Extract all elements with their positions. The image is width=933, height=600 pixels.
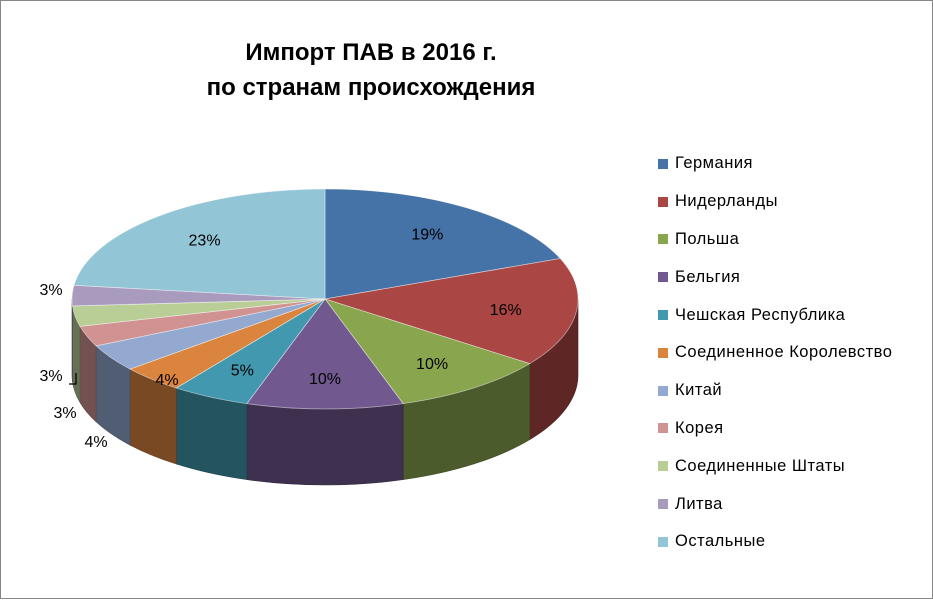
data-label-2: 10% <box>416 356 448 373</box>
data-label-0: 19% <box>411 226 443 243</box>
data-label-1: 16% <box>490 302 522 319</box>
legend-label-9: Литва <box>675 495 723 514</box>
legend-label-0: Германия <box>675 154 753 173</box>
legend-swatch-8 <box>658 461 668 471</box>
legend-swatch-5 <box>658 348 668 358</box>
data-label-5: 4% <box>155 372 178 389</box>
data-label-10: 23% <box>189 233 221 250</box>
data-label-7: 3% <box>53 405 76 422</box>
legend-label-6: Китай <box>675 381 722 400</box>
legend-label-1: Нидерланды <box>675 192 778 211</box>
legend-item-10[interactable]: Остальные <box>658 523 928 561</box>
legend-item-4[interactable]: Чешская Республика <box>658 296 928 334</box>
legend-item-6[interactable]: Китай <box>658 372 928 410</box>
legend-item-3[interactable]: Бельгия <box>658 258 928 296</box>
data-label-8: 3% <box>39 368 62 385</box>
legend-item-1[interactable]: Нидерланды <box>658 183 928 221</box>
legend-swatch-1 <box>658 197 668 207</box>
legend-swatch-3 <box>658 272 668 282</box>
legend-swatch-7 <box>658 423 668 433</box>
legend-swatch-6 <box>658 386 668 396</box>
legend-swatch-2 <box>658 234 668 244</box>
legend-label-4: Чешская Республика <box>675 306 845 325</box>
data-label-4: 5% <box>231 363 254 380</box>
legend-label-8: Соединенные Штаты <box>675 457 845 476</box>
legend-item-7[interactable]: Корея <box>658 410 928 448</box>
data-label-6: 4% <box>84 434 107 451</box>
legend-label-5: Соединенное Королевство <box>675 343 892 362</box>
legend: Германия Нидерланды Польша Бельгия Чешская Р… <box>658 145 928 561</box>
legend-swatch-4 <box>658 310 668 320</box>
legend-item-5[interactable]: Соединенное Королевство <box>658 334 928 372</box>
legend-label-7: Корея <box>675 419 724 438</box>
legend-swatch-9 <box>658 499 668 509</box>
legend-label-10: Остальные <box>675 532 766 551</box>
legend-label-3: Бельгия <box>675 268 740 287</box>
data-label-3: 10% <box>309 371 341 388</box>
legend-label-2: Польша <box>675 230 739 249</box>
legend-item-8[interactable]: Соединенные Штаты <box>658 447 928 485</box>
slice-side-3 <box>247 404 403 485</box>
legend-swatch-0 <box>658 159 668 169</box>
legend-item-0[interactable]: Германия <box>658 145 928 183</box>
legend-item-2[interactable]: Польша <box>658 221 928 259</box>
data-label-9: 3% <box>39 282 62 299</box>
legend-swatch-10 <box>658 537 668 547</box>
legend-item-9[interactable]: Литва <box>658 485 928 523</box>
